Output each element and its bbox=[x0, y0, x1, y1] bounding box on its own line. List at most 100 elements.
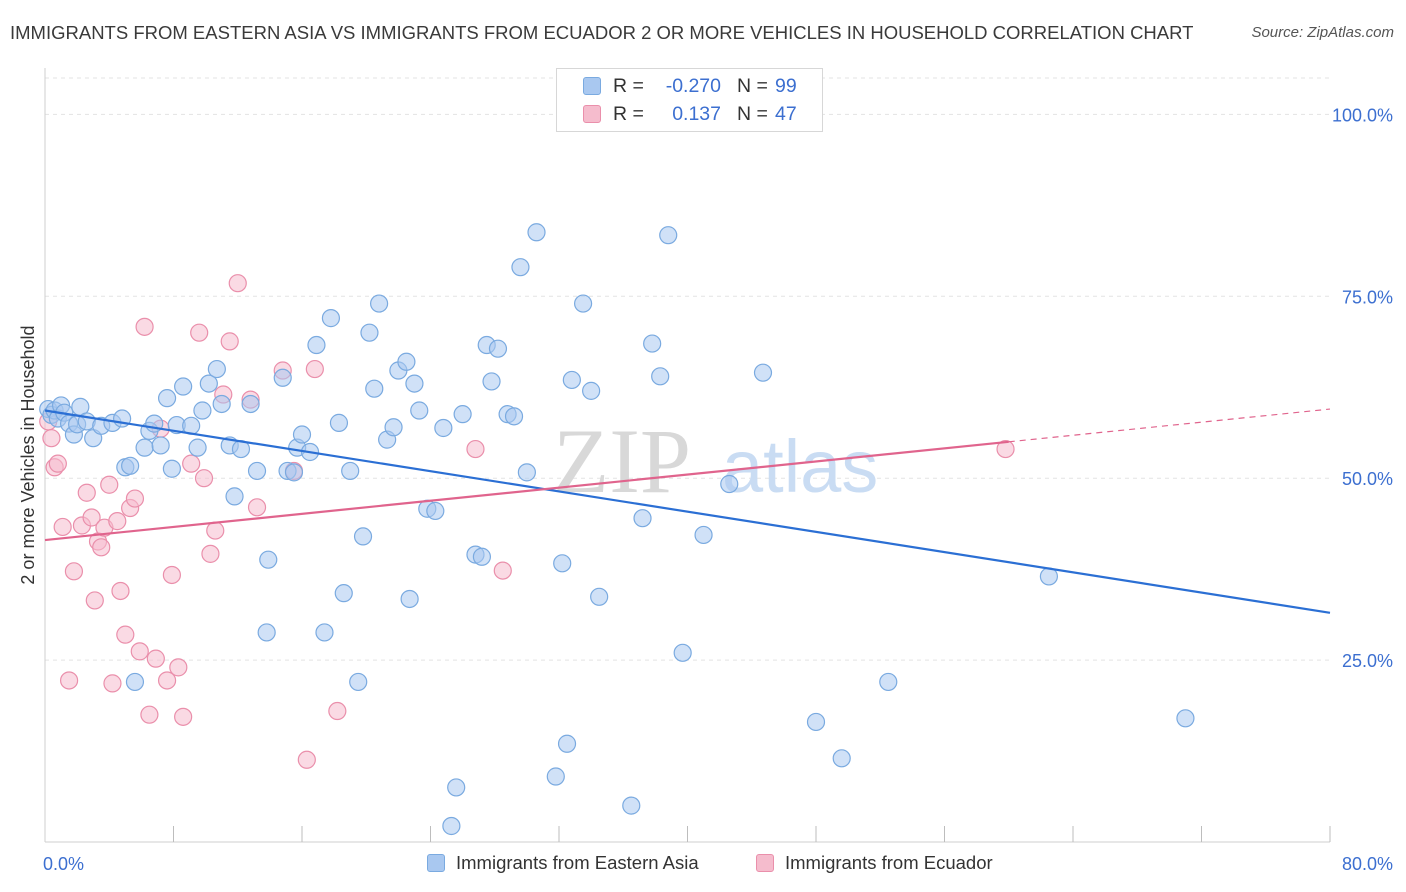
eastern-asia-point bbox=[562, 370, 581, 390]
eastern-asia-point bbox=[488, 339, 508, 358]
ecuador-point bbox=[305, 359, 324, 379]
eastern-asia-point bbox=[273, 368, 292, 387]
watermark-atlas: atlas bbox=[722, 425, 878, 508]
eastern-asia-point bbox=[292, 425, 312, 444]
eastern-asia-point bbox=[307, 335, 326, 355]
eastern-asia-point bbox=[370, 294, 389, 313]
x-tick-label: 0.0% bbox=[43, 854, 84, 874]
ecuador-point bbox=[228, 274, 247, 293]
eastern-asia-point bbox=[633, 509, 652, 528]
ecuador-point bbox=[125, 489, 145, 508]
bottom-legend-eastern-asia: Immigrants from Eastern Asia bbox=[427, 852, 699, 874]
eastern-asia-point bbox=[360, 323, 379, 342]
ecuador-point bbox=[162, 565, 181, 585]
eastern-asia-point bbox=[135, 438, 154, 457]
eastern-asia-point bbox=[259, 550, 278, 569]
ecuador-point bbox=[85, 591, 104, 610]
y-tick-label: 50.0% bbox=[1342, 469, 1393, 489]
ecuador-point bbox=[82, 508, 101, 527]
legend-n-label: N = bbox=[737, 102, 768, 125]
series-ecuador-points bbox=[39, 274, 1015, 769]
eastern-asia-trend-line bbox=[44, 409, 1331, 614]
eastern-asia-point bbox=[212, 394, 231, 414]
eastern-asia-point bbox=[405, 374, 424, 393]
ecuador-point bbox=[59, 671, 79, 690]
ecuador-point bbox=[111, 581, 130, 601]
ecuador-point bbox=[135, 317, 154, 336]
eastern-asia-point bbox=[353, 527, 373, 546]
legend-row-ecuador: R = 0.137 N = 47 bbox=[583, 100, 797, 128]
bottom-legend-swatch-blue bbox=[427, 854, 445, 872]
ecuador-point bbox=[247, 498, 267, 517]
legend-r-label: R = bbox=[613, 102, 644, 125]
eastern-asia-point bbox=[643, 334, 662, 353]
eastern-asia-point bbox=[659, 226, 678, 245]
eastern-asia-point bbox=[806, 712, 826, 732]
eastern-asia-point bbox=[557, 734, 577, 753]
eastern-asia-point bbox=[284, 463, 304, 482]
ecuador-point bbox=[190, 323, 209, 342]
ecuador-point bbox=[157, 671, 177, 690]
eastern-asia-point bbox=[341, 461, 360, 481]
eastern-asia-point bbox=[247, 461, 267, 481]
chart-title: IMMIGRANTS FROM EASTERN ASIA VS IMMIGRAN… bbox=[10, 22, 1194, 43]
legend-r-value: -0.270 bbox=[665, 74, 721, 97]
eastern-asia-point bbox=[527, 223, 546, 242]
bottom-legend-label: Immigrants from Eastern Asia bbox=[456, 852, 699, 873]
x-tick-label: 80.0% bbox=[1342, 854, 1393, 874]
eastern-asia-point bbox=[832, 749, 851, 768]
eastern-asia-point bbox=[329, 413, 349, 432]
y-tick-label: 75.0% bbox=[1342, 287, 1393, 307]
eastern-asia-point bbox=[517, 463, 536, 482]
ecuador-point bbox=[48, 454, 67, 473]
ecuador-point bbox=[92, 538, 111, 557]
legend-n-value: 47 bbox=[775, 102, 797, 125]
trend-lines bbox=[44, 408, 1331, 614]
eastern-asia-point bbox=[720, 474, 739, 494]
ecuador-point bbox=[100, 475, 119, 494]
watermark-zip: ZIP bbox=[553, 410, 691, 512]
eastern-asia-point bbox=[365, 379, 384, 398]
ecuador-point bbox=[174, 707, 193, 726]
source-label: Source: ZipAtlas.com bbox=[1251, 24, 1394, 41]
ecuador-point bbox=[108, 512, 127, 531]
eastern-asia-point bbox=[651, 367, 670, 386]
eastern-asia-point bbox=[582, 381, 601, 400]
ecuador-point bbox=[182, 454, 201, 473]
eastern-asia-point bbox=[241, 394, 260, 414]
eastern-asia-point bbox=[546, 767, 565, 786]
eastern-asia-point bbox=[482, 372, 501, 391]
legend-row-eastern-asia: R = -0.270 N = 99 bbox=[583, 72, 797, 100]
legend-r-label: R = bbox=[613, 74, 644, 97]
eastern-asia-point bbox=[426, 501, 445, 521]
eastern-asia-point bbox=[447, 778, 466, 797]
eastern-asia-point bbox=[434, 418, 453, 438]
legend-swatch-pink bbox=[583, 105, 601, 123]
legend-n-label: N = bbox=[737, 74, 768, 97]
eastern-asia-point bbox=[573, 294, 593, 313]
eastern-asia-point bbox=[442, 816, 461, 836]
legend-r-value: 0.137 bbox=[672, 102, 721, 125]
eastern-asia-point bbox=[879, 672, 898, 692]
eastern-asia-point bbox=[410, 401, 429, 420]
ecuador-point bbox=[146, 649, 165, 668]
eastern-asia-point bbox=[315, 623, 334, 642]
ecuador-point bbox=[220, 332, 239, 351]
y-tick-label: 100.0% bbox=[1332, 105, 1393, 125]
y-axis-label: 2 or more Vehicles in Household bbox=[18, 325, 38, 584]
eastern-asia-point bbox=[453, 405, 472, 424]
eastern-asia-point bbox=[162, 459, 181, 478]
ecuador-point bbox=[140, 705, 159, 724]
ecuador-point bbox=[116, 625, 135, 644]
ecuador-point bbox=[996, 439, 1015, 459]
watermark: ZIP atlas bbox=[553, 410, 878, 512]
gridlines bbox=[45, 77, 1330, 661]
legend-swatch-blue bbox=[583, 77, 601, 95]
ecuador-point bbox=[103, 674, 122, 693]
ecuador-point bbox=[194, 469, 214, 488]
eastern-asia-point bbox=[193, 401, 212, 420]
ecuador-point bbox=[466, 439, 485, 459]
eastern-asia-point bbox=[397, 352, 416, 371]
ecuador-trend-line-extension bbox=[1008, 408, 1331, 443]
eastern-asia-point bbox=[384, 418, 403, 437]
